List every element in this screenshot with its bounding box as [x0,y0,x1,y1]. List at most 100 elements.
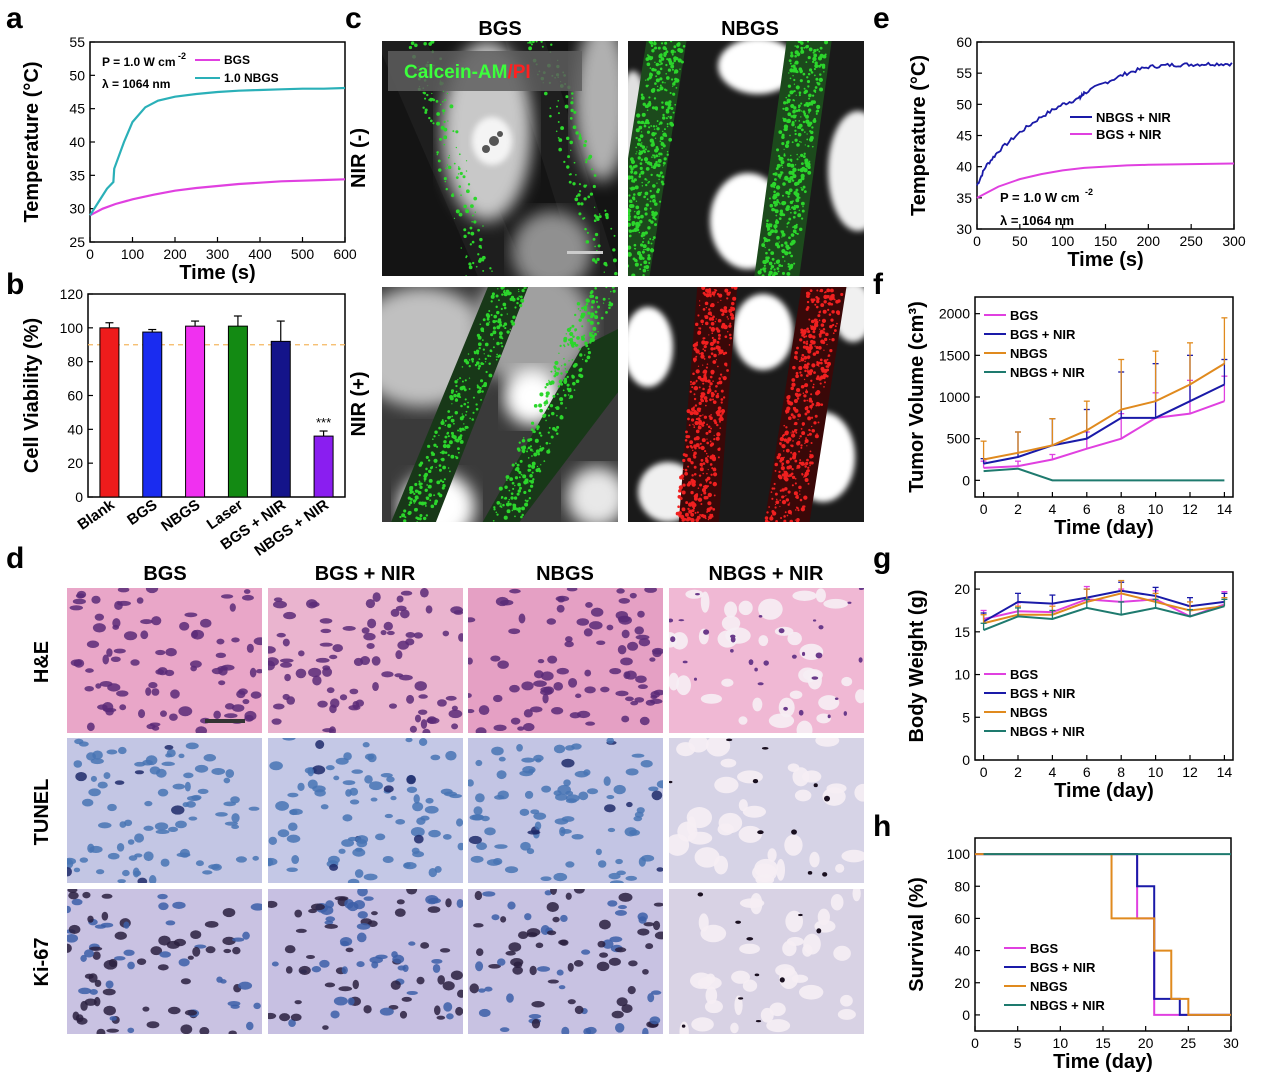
x-tick-label: 500 [291,246,315,262]
y-tick-label: 0 [962,752,970,768]
x-tick-label: 0 [980,764,988,780]
y-axis-label: Temperature (°C) [21,62,43,223]
y-tick-label: 15 [954,624,970,640]
histology-he-bgs-nir [268,588,463,733]
legend-label-3: NBGS + NIR [1010,724,1085,739]
stain-separator: / [507,62,513,83]
x-tick-label: 2 [1014,764,1022,780]
x-tick-label: 100 [1051,233,1075,249]
y-axis-label: Tumor Volume (cm³) [906,301,928,492]
bar-0 [99,327,120,498]
chart-tumor-volume: 0 2 4 6 8 10 12 14 0 500 1000 1500 2000 Time (day) Tum… [906,296,1234,539]
panel-c-row-nir-plus: NIR (+) [348,371,370,437]
y-tick-label: 0 [962,1007,970,1023]
histology-he-nbgs [468,588,663,733]
legend-label-bgs: BGS [224,53,250,67]
chart-temperature-e: 0 50 100 150 200 250 300 30 35 40 45 50 55 60 Time (s)… [908,34,1246,271]
x-tick-label: 200 [1137,233,1161,249]
series-line-0 [983,400,1225,469]
legend-label-nbgs-nir: NBGS + NIR [1096,110,1171,125]
stain-pi-label: PI [513,62,531,83]
fluorescence-bgs-nir-on [382,287,618,522]
survival-line-2 [975,853,1231,1016]
annotation-wavelength: λ = 1064 nm [1000,213,1074,228]
histology-tunel-bgs-nir [268,738,463,883]
x-tick-label: 4 [1049,764,1057,780]
fluorescence-nbgs-nir-on [628,287,864,522]
y-tick-label: 100 [947,846,971,862]
panel-d-row-ki67: Ki-67 [31,937,53,987]
series-line-nbgs [89,86,346,216]
histology-he-bgs [67,588,262,733]
y-tick-label: 30 [69,201,85,217]
series-line-2 [983,362,1225,461]
y-tick-label: 60 [954,910,970,926]
bar-2 [185,325,206,498]
x-tick-label: 0 [86,246,94,262]
panel-letter-c: c [345,2,362,35]
significance-marker: *** [316,415,331,430]
panel-d-row-he: H&E [31,640,53,684]
green-dots-bgs-nir [399,287,616,522]
x-tick-label: 12 [1182,764,1198,780]
panel-letter-g: g [873,542,892,575]
x-tick-label: 300 [1222,233,1246,249]
y-tick-label: 120 [60,286,84,302]
y-tick-label: 20 [954,975,970,991]
series-line-bgs [89,178,346,217]
panel-d-row-tunel: TUNEL [31,778,53,846]
y-tick-label: 35 [956,190,972,206]
annotation-power-exp: -2 [178,51,186,61]
series-line-3 [983,467,1225,482]
y-tick-label: 55 [956,65,972,81]
y-tick-label: 50 [69,67,85,83]
x-tick-label: 14 [1217,764,1233,780]
y-tick-label: 45 [69,101,85,117]
x-tick-label: 8 [1117,764,1125,780]
y-tick-label: 45 [956,128,972,144]
legend-label-1: BGS + NIR [1030,960,1096,975]
y-tick-label: 25 [69,234,85,250]
y-tick-label: 80 [67,354,83,370]
y-tick-label: 2000 [939,306,970,322]
y-tick-label: 40 [954,943,970,959]
y-tick-label: 80 [954,878,970,894]
legend-label-2: NBGS [1010,705,1048,720]
y-tick-label: 10 [954,667,970,683]
legend-label-bgs-nir: BGS + NIR [1096,127,1162,142]
panel-letter-d: d [6,542,25,575]
bar-1 [142,331,163,498]
x-tick-label: 14 [1217,501,1233,517]
panel-letter-f: f [873,268,883,301]
x-tick-label: 15 [1095,1035,1111,1051]
histology-ki67-nbgs [468,889,663,1034]
legend-label-0: BGS [1010,308,1039,323]
y-axis-label: Cell Viability (%) [21,318,43,473]
y-axis-label: Temperature (°C) [908,55,930,216]
x-tick-label: 600 [333,246,357,262]
y-tick-label: 35 [69,167,85,183]
panel-letter-h: h [873,810,892,843]
annotation-wavelength: λ = 1064 nm [102,77,170,91]
bar-5 [313,435,334,498]
x-tick-label: 300 [206,246,230,262]
x-tick-label: 0 [973,233,981,249]
x-tick-label: 30 [1223,1035,1239,1051]
y-tick-label: 500 [947,431,971,447]
legend-label-1: BGS + NIR [1010,686,1076,701]
histology-ki67-bgs-nir [268,889,463,1034]
legend-label-0: BGS [1010,667,1039,682]
panel-c-header-bgs: BGS [478,18,522,40]
histology-tunel-nbgs [468,738,663,883]
series-line-0 [983,598,1225,620]
legend-label-2: NBGS [1030,979,1068,994]
y-tick-label: 40 [67,421,83,437]
bar-4 [270,340,291,498]
y-tick-label: 60 [956,34,972,50]
y-axis-label: Body Weight (g) [906,590,928,743]
histology-he-nbgs-nir [669,588,864,733]
y-tick-label: 100 [60,320,84,336]
x-tick-label: 8 [1117,501,1125,517]
series-line-2 [983,592,1225,625]
